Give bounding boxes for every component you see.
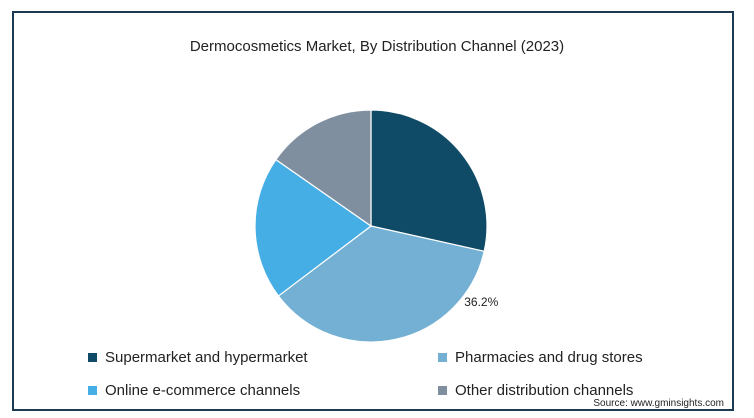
legend-swatch bbox=[438, 353, 447, 362]
chart-title: Dermocosmetics Market, By Distribution C… bbox=[189, 38, 565, 55]
legend-item-other: Other distribution channels bbox=[438, 382, 633, 399]
chart-frame bbox=[12, 11, 734, 411]
legend-item-pharmacies: Pharmacies and drug stores bbox=[438, 349, 643, 366]
legend-swatch bbox=[88, 353, 97, 362]
legend-item-online: Online e-commerce channels bbox=[88, 382, 300, 399]
pie-slice-1 bbox=[277, 225, 485, 343]
source-note: Source: www.gminsights.com bbox=[593, 398, 724, 409]
pie-slice-2 bbox=[254, 158, 373, 297]
legend-label: Other distribution channels bbox=[455, 382, 634, 399]
legend-swatch bbox=[438, 386, 447, 395]
legend-label: Pharmacies and drug stores bbox=[455, 349, 643, 366]
legend-label: Supermarket and hypermarket bbox=[105, 349, 308, 366]
pie-slice-3 bbox=[275, 109, 372, 228]
slice-data-label-1: 36.2% bbox=[464, 295, 498, 309]
legend-swatch bbox=[88, 386, 97, 395]
legend-label: Online e-commerce channels bbox=[105, 382, 301, 399]
pie-slice-0 bbox=[370, 109, 488, 253]
legend-item-supermarket: Supermarket and hypermarket bbox=[88, 349, 308, 366]
